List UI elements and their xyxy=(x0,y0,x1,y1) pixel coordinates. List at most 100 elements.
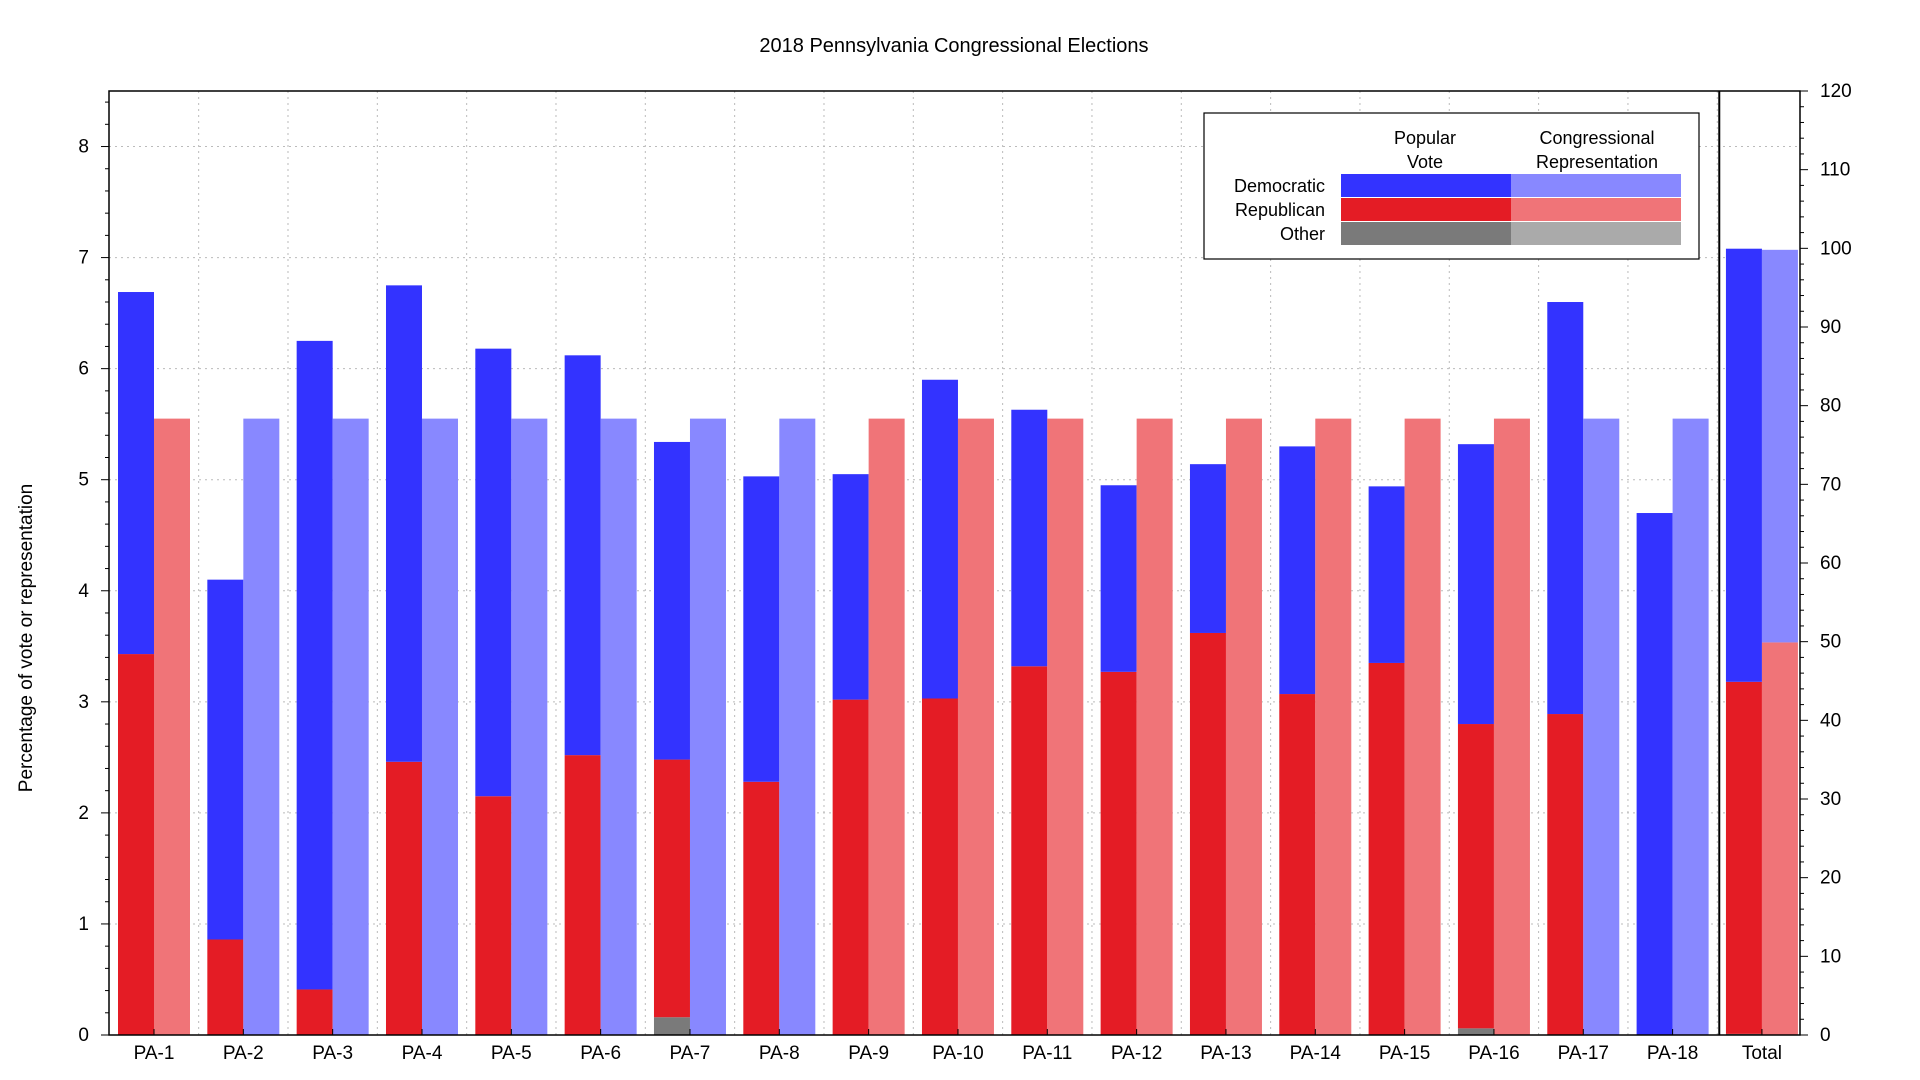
y2-tick-label: 30 xyxy=(1820,789,1841,810)
bar-vote-democratic xyxy=(385,285,422,762)
bar-rep-republican xyxy=(1047,418,1084,1035)
legend-label-other: Other xyxy=(1280,224,1325,244)
bar-vote-democratic xyxy=(1547,302,1584,715)
bar-vote-democratic xyxy=(1189,464,1226,633)
bar-rep-republican xyxy=(154,418,190,1035)
x-tick-label: PA-12 xyxy=(1111,1043,1162,1064)
y-tick-label: 4 xyxy=(78,581,89,602)
legend-swatch-vote-republican xyxy=(1341,198,1511,221)
bar-rep-democratic xyxy=(779,418,816,1035)
legend-swatch-vote-democratic xyxy=(1341,174,1511,197)
x-tick-label: Total xyxy=(1742,1043,1782,1064)
y2-tick-label: 20 xyxy=(1820,868,1841,889)
legend-label-democratic: Democratic xyxy=(1234,176,1325,196)
y2-tick-label: 110 xyxy=(1820,160,1850,181)
y2-tick-label: 40 xyxy=(1820,710,1841,731)
bar-vote-democratic xyxy=(1457,444,1494,725)
y2-tick-label: 100 xyxy=(1820,238,1852,259)
y-axis-label: Percentage of vote or representation xyxy=(16,484,37,792)
x-tick-label: PA-3 xyxy=(312,1043,353,1064)
bar-vote-democratic xyxy=(475,348,512,797)
x-tick-label: PA-2 xyxy=(223,1043,264,1064)
bar-rep-republican xyxy=(1225,418,1262,1035)
axes: PA-1 PA-2 PA-3 PA-4 PA-5 PA-6 PA-7 PA-8 PA-9 PA-1… xyxy=(78,81,1851,1064)
legend-swatch-representation-democratic xyxy=(1511,174,1681,197)
bar-vote-democratic xyxy=(1636,513,1673,1035)
bar-vote-republican xyxy=(832,699,869,1035)
bars xyxy=(118,248,1798,1035)
bar-vote-republican xyxy=(1457,724,1494,1029)
bar-rep-democratic xyxy=(600,418,637,1035)
x-tick-label: PA-9 xyxy=(848,1043,889,1064)
bar-vote-democratic xyxy=(832,474,869,700)
bar-rep-democratic xyxy=(689,418,726,1035)
chart-title: 2018 Pennsylvania Congressional Election… xyxy=(759,35,1148,57)
y-tick-label: 3 xyxy=(78,692,89,713)
bar-rep-democratic xyxy=(511,418,548,1035)
bar-vote-democratic xyxy=(1279,446,1316,695)
y-tick-label: 0 xyxy=(78,1025,89,1046)
legend-header-representation: Representation xyxy=(1536,152,1658,172)
legend-header-representation: Congressional xyxy=(1539,128,1654,148)
y2-tick-label: 120 xyxy=(1820,81,1852,102)
x-tick-label: PA-16 xyxy=(1468,1043,1519,1064)
bar-vote-other xyxy=(1457,1028,1494,1035)
bar-rep-republican xyxy=(1315,418,1352,1035)
bar-vote-republican xyxy=(1279,694,1316,1035)
bar-vote-democratic xyxy=(1100,485,1137,672)
bar-vote-republican xyxy=(1725,681,1762,1034)
legend-swatch-representation-republican xyxy=(1511,198,1681,221)
bar-vote-republican xyxy=(1368,662,1405,1035)
legend-label-republican: Republican xyxy=(1235,200,1325,220)
x-tick-label: PA-10 xyxy=(932,1043,983,1064)
bar-vote-republican xyxy=(1547,714,1584,1035)
x-tick-label: PA-1 xyxy=(134,1043,175,1064)
x-tick-label: PA-17 xyxy=(1558,1043,1609,1064)
legend-swatch-representation-other xyxy=(1511,222,1681,245)
bar-vote-republican xyxy=(921,698,958,1035)
x-tick-label: PA-5 xyxy=(491,1043,532,1064)
bar-rep-republican xyxy=(1404,418,1441,1035)
legend-header-vote: Popular xyxy=(1394,128,1456,148)
x-tick-label: PA-7 xyxy=(670,1043,711,1064)
bar-vote-democratic xyxy=(653,441,690,760)
bar-rep-democratic xyxy=(243,418,280,1035)
bar-vote-republican xyxy=(118,654,154,1035)
y-tick-label: 1 xyxy=(78,914,89,935)
bar-rep-democratic xyxy=(1583,418,1620,1035)
y-tick-label: 2 xyxy=(78,803,89,824)
bar-vote-republican xyxy=(564,755,601,1035)
bar-vote-republican xyxy=(653,759,690,1018)
bar-rep-republican xyxy=(957,418,994,1035)
y2-tick-label: 90 xyxy=(1820,317,1841,338)
bar-vote-democratic xyxy=(296,340,333,990)
bar-vote-democratic xyxy=(118,292,154,655)
x-tick-label: PA-11 xyxy=(1022,1043,1072,1064)
bar-vote-republican xyxy=(1189,632,1226,1035)
bar-vote-democratic xyxy=(564,355,601,756)
y2-tick-label: 50 xyxy=(1820,632,1841,653)
y2-tick-label: 60 xyxy=(1820,553,1841,574)
x-tick-label: PA-18 xyxy=(1647,1043,1698,1064)
bar-vote-democratic xyxy=(1011,409,1048,667)
bar-vote-republican xyxy=(1100,671,1137,1035)
y2-tick-label: 10 xyxy=(1820,946,1841,967)
x-tick-label: PA-13 xyxy=(1200,1043,1251,1064)
y2-tick-label: 70 xyxy=(1820,474,1841,495)
y2-tick-label: 0 xyxy=(1820,1025,1831,1046)
legend-header-vote: Vote xyxy=(1407,152,1443,172)
bar-vote-republican xyxy=(743,781,780,1035)
legend: Popular Vote Congressional Representation De… xyxy=(1203,112,1700,260)
bar-rep-republican xyxy=(1493,418,1530,1035)
bar-vote-democratic xyxy=(207,579,244,940)
x-tick-label: PA-4 xyxy=(402,1043,443,1064)
y-tick-label: 5 xyxy=(78,470,89,491)
bar-vote-republican xyxy=(1011,666,1048,1035)
bar-rep-democratic xyxy=(1672,418,1709,1035)
bar-vote-democratic xyxy=(743,476,780,782)
bar-vote-democratic xyxy=(921,379,958,699)
x-tick-label: PA-14 xyxy=(1290,1043,1342,1064)
bar-vote-republican xyxy=(207,939,244,1035)
bar-vote-republican xyxy=(385,761,422,1035)
